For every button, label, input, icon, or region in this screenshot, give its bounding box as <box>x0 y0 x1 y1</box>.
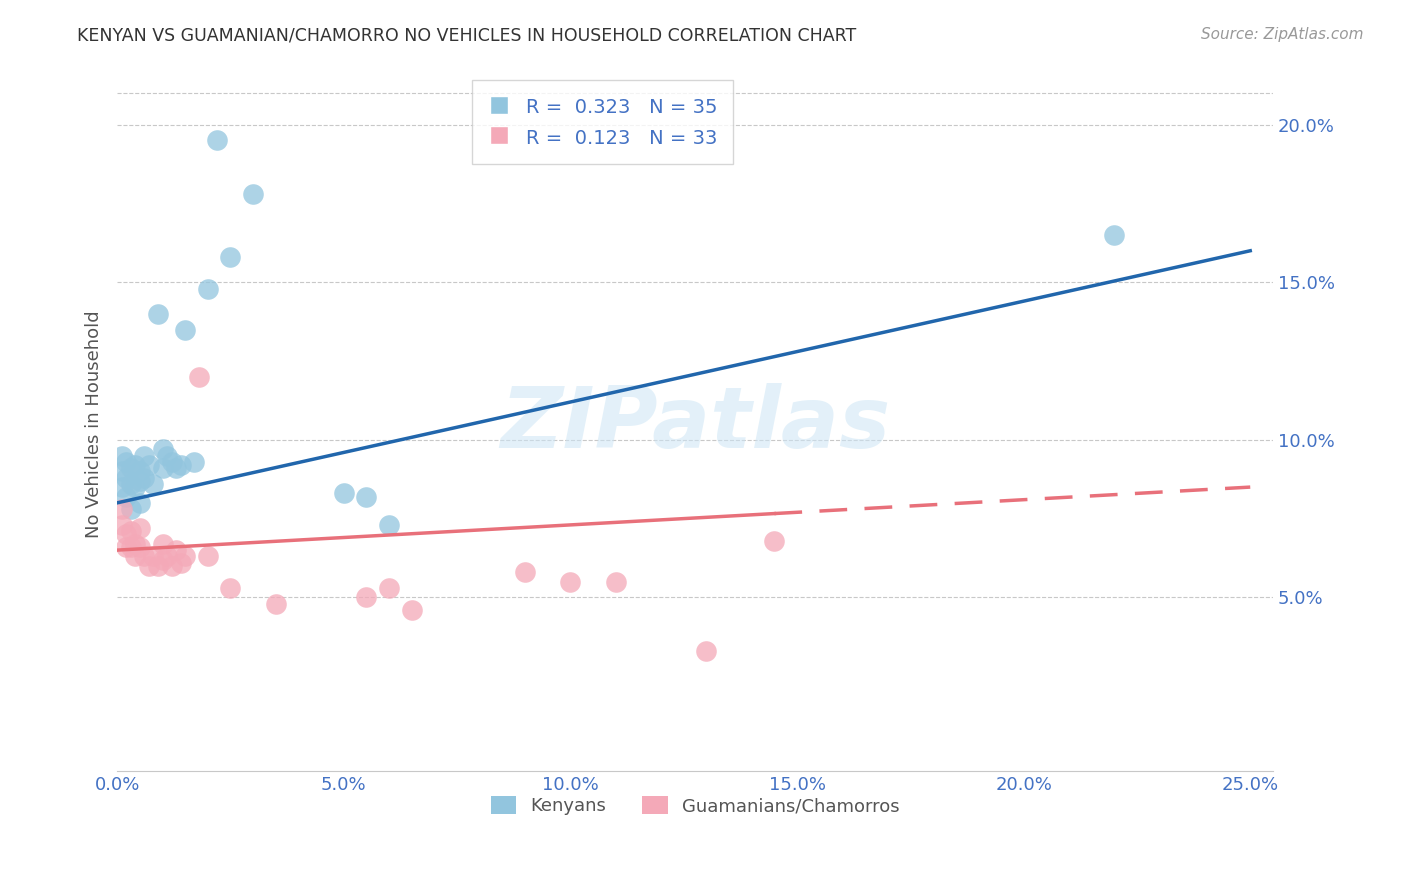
Point <box>120 477 142 491</box>
Point <box>138 458 160 472</box>
Point <box>146 558 169 573</box>
Point <box>111 480 134 494</box>
Point <box>128 540 150 554</box>
Point <box>401 603 423 617</box>
Point <box>115 540 138 554</box>
Point <box>138 558 160 573</box>
Point <box>146 307 169 321</box>
Point <box>120 524 142 539</box>
Point <box>160 455 183 469</box>
Point <box>174 322 197 336</box>
Point <box>219 581 242 595</box>
Point <box>1104 227 1126 242</box>
Point <box>115 455 138 469</box>
Point <box>356 490 378 504</box>
Point <box>120 502 142 516</box>
Point <box>513 565 536 579</box>
Point <box>219 250 242 264</box>
Point <box>169 556 191 570</box>
Point <box>128 496 150 510</box>
Point <box>111 502 134 516</box>
Point <box>111 449 134 463</box>
Point <box>111 517 134 532</box>
Point <box>128 521 150 535</box>
Point <box>124 537 146 551</box>
Point <box>152 537 174 551</box>
Point <box>174 549 197 564</box>
Point <box>115 490 138 504</box>
Point <box>695 644 717 658</box>
Point <box>156 549 179 564</box>
Point <box>152 442 174 457</box>
Point <box>124 458 146 472</box>
Text: ZIPatlas: ZIPatlas <box>501 383 890 466</box>
Point <box>605 574 627 589</box>
Point <box>128 474 150 488</box>
Point <box>120 540 142 554</box>
Y-axis label: No Vehicles in Household: No Vehicles in Household <box>86 310 103 538</box>
Point <box>169 458 191 472</box>
Point <box>134 449 156 463</box>
Point <box>197 549 219 564</box>
Point <box>560 574 582 589</box>
Point <box>187 369 209 384</box>
Point <box>378 517 401 532</box>
Point <box>134 549 156 564</box>
Point <box>183 455 205 469</box>
Point <box>156 449 179 463</box>
Point <box>152 461 174 475</box>
Point <box>165 543 187 558</box>
Point <box>120 461 142 475</box>
Point <box>197 282 219 296</box>
Point <box>115 527 138 541</box>
Point <box>165 461 187 475</box>
Point <box>142 477 165 491</box>
Legend: Kenyans, Guamanians/Chamorros: Kenyans, Guamanians/Chamorros <box>481 787 908 824</box>
Point <box>134 470 156 484</box>
Point <box>128 464 150 478</box>
Point <box>378 581 401 595</box>
Point <box>124 549 146 564</box>
Point <box>763 533 786 548</box>
Point <box>333 486 356 500</box>
Point <box>115 470 138 484</box>
Point <box>124 480 146 494</box>
Text: Source: ZipAtlas.com: Source: ZipAtlas.com <box>1201 27 1364 42</box>
Point <box>356 591 378 605</box>
Point <box>111 464 134 478</box>
Text: KENYAN VS GUAMANIAN/CHAMORRO NO VEHICLES IN HOUSEHOLD CORRELATION CHART: KENYAN VS GUAMANIAN/CHAMORRO NO VEHICLES… <box>77 27 856 45</box>
Point <box>205 133 228 147</box>
Point <box>242 187 264 202</box>
Point <box>160 558 183 573</box>
Point <box>142 549 165 564</box>
Point <box>264 597 287 611</box>
Point <box>152 552 174 566</box>
